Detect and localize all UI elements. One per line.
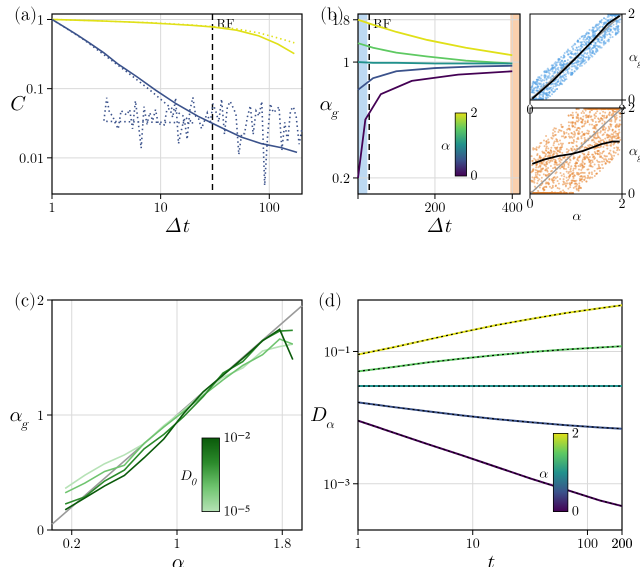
svg-text:2: 2 [628, 7, 635, 21]
svg-text:α: α [538, 467, 548, 481]
svg-text:Δt: Δt [165, 216, 191, 236]
svg-text:10: 10 [154, 201, 168, 215]
panel-b-inset-top: 0202αg [527, 7, 640, 117]
panel-b-inset-bot: 0202αgα [527, 101, 640, 223]
svg-text:2: 2 [628, 101, 635, 115]
svg-text:0: 0 [527, 197, 534, 211]
svg-text:400: 400 [502, 201, 523, 215]
svg-text:0: 0 [628, 187, 635, 201]
svg-text:0: 0 [471, 169, 478, 183]
svg-text:100: 100 [577, 537, 598, 551]
svg-text:2: 2 [37, 294, 44, 308]
panel-c: 0.2 1 1.8 0 1 2 10⁻⁵ 10⁻² D0 (c) αg α [8, 292, 302, 567]
svg-text:αg: αg [628, 144, 640, 163]
svg-text:10⁻²: 10⁻² [224, 431, 251, 445]
panel-b: 2004000.211.8RF02α(b)αgΔt [318, 6, 522, 236]
svg-text:Δt: Δt [427, 216, 453, 236]
svg-text:(a): (a) [14, 6, 37, 25]
svg-text:0.01: 0.01 [19, 152, 44, 166]
panel-d: 11010020010⁻³10⁻¹20002α(d)Dαt [310, 292, 632, 567]
svg-text:1.8: 1.8 [273, 537, 291, 551]
svg-text:1: 1 [343, 56, 350, 70]
svg-text:2: 2 [619, 197, 626, 211]
svg-text:0: 0 [37, 524, 44, 538]
svg-text:(b): (b) [320, 6, 344, 25]
svg-text:Dα: Dα [310, 405, 334, 431]
panel-a: 1101000.010.11RF(a)CΔt [9, 6, 302, 236]
svg-text:10⁻³: 10⁻³ [323, 478, 350, 492]
svg-text:10: 10 [466, 537, 480, 551]
svg-text:α: α [171, 552, 185, 567]
svg-text:(d): (d) [318, 292, 342, 311]
svg-text:αg: αg [318, 94, 339, 120]
svg-text:0.1: 0.1 [26, 83, 44, 97]
svg-text:100: 100 [259, 201, 280, 215]
svg-text:0: 0 [572, 505, 579, 519]
svg-text:2: 2 [572, 426, 579, 440]
svg-text:α: α [440, 139, 450, 153]
svg-text:(c): (c) [14, 292, 36, 311]
svg-text:10⁻¹: 10⁻¹ [324, 345, 351, 359]
svg-text:1: 1 [49, 201, 56, 215]
svg-text:1: 1 [355, 537, 362, 551]
svg-text:αg: αg [628, 50, 640, 69]
svg-text:0.2: 0.2 [332, 172, 350, 186]
svg-text:200: 200 [612, 537, 633, 551]
svg-text:200: 200 [424, 201, 445, 215]
svg-text:C: C [9, 94, 26, 114]
svg-text:1: 1 [174, 537, 181, 551]
svg-text:αg: αg [8, 405, 29, 431]
svg-text:0.2: 0.2 [63, 537, 81, 551]
svg-text:t: t [486, 552, 495, 567]
figure-svg: 1101000.010.11RF(a)CΔt2004000.211.8RF02α… [0, 0, 640, 567]
svg-text:α: α [572, 209, 582, 223]
svg-text:1: 1 [37, 13, 44, 27]
svg-text:D0: D0 [180, 469, 197, 487]
svg-text:2: 2 [471, 106, 478, 120]
svg-text:10⁻⁵: 10⁻⁵ [224, 505, 251, 519]
svg-text:1: 1 [37, 409, 44, 423]
